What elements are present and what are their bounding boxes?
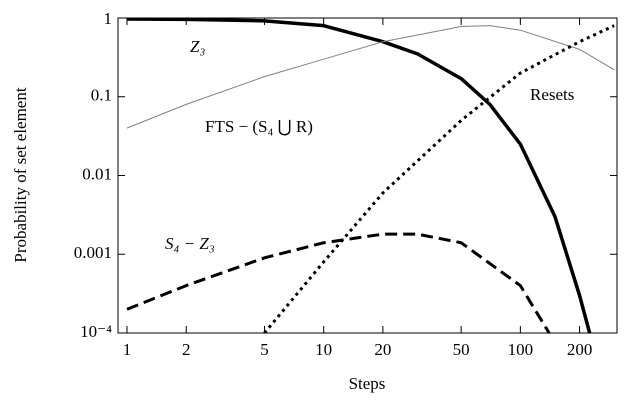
y-tick-label: 0.001 (74, 243, 112, 262)
x-tick-label: 5 (260, 340, 269, 359)
x-tick-label: 50 (453, 340, 470, 359)
x-tick-label: 1 (123, 340, 132, 359)
x-tick-label: 100 (508, 340, 534, 359)
series-line (126, 25, 615, 129)
series-label: FTS − (S₄ ⋃ R) (205, 117, 313, 136)
y-tick-label: 0.01 (82, 164, 112, 183)
x-tick-label: 2 (182, 340, 191, 359)
series-line (263, 24, 615, 333)
x-axis-label: Steps (349, 374, 386, 393)
series-label: Resets (530, 85, 574, 104)
y-tick-label: 10⁻⁴ (80, 322, 112, 341)
series-label: S₄ − Z₃ (165, 234, 215, 253)
y-axis-label: Probability of set element (11, 87, 30, 262)
series-line (126, 232, 551, 333)
x-tick-label: 200 (567, 340, 593, 359)
x-tick-label: 20 (374, 340, 391, 359)
y-tick-label: 0.1 (91, 86, 112, 105)
y-tick-label: 1 (104, 9, 113, 28)
plot-frame (117, 17, 618, 334)
x-tick-label: 10 (315, 340, 332, 359)
series-label: Z₃ (190, 37, 205, 56)
series-line (126, 18, 592, 333)
